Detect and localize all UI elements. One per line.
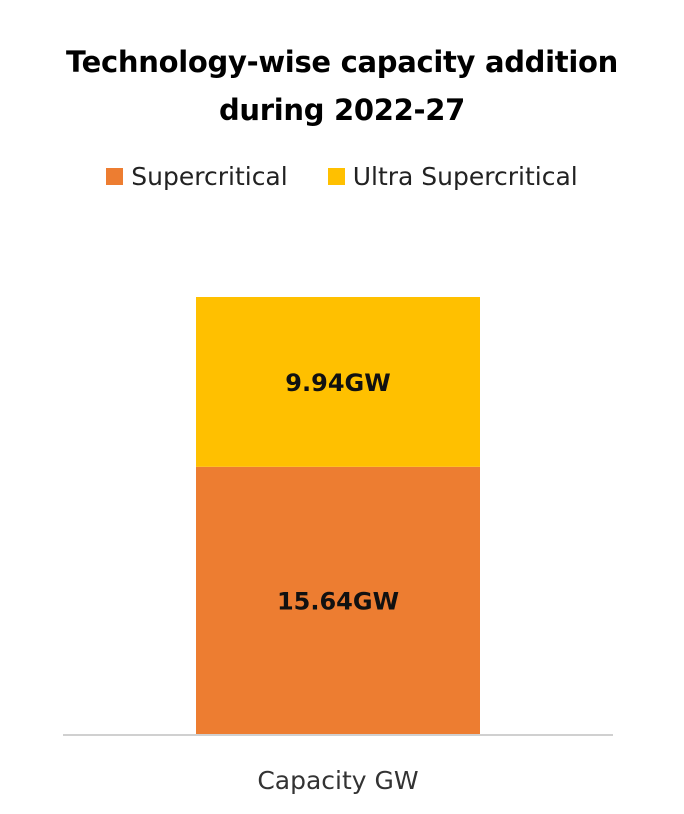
chart-legend: Supercritical Ultra Supercritical: [0, 158, 684, 194]
legend-label-supercritical: Supercritical: [131, 161, 288, 191]
chart-title: Technology-wise capacity addition during…: [0, 38, 684, 134]
bar-segment-ultra-supercritical: [196, 297, 480, 467]
data-label-ultra-supercritical: 9.94GW: [285, 369, 390, 397]
bar-segment-supercritical: [196, 466, 480, 734]
chart-title-line-2: during 2022-27: [218, 93, 466, 127]
legend-item-ultra-supercritical: Ultra Supercritical: [327, 161, 578, 191]
data-label-supercritical: 15.64GW: [277, 587, 399, 615]
chart-title-line-1: Technology-wise capacity addition: [66, 45, 618, 79]
legend-swatch-ultra-supercritical: [327, 167, 345, 185]
legend-label-ultra-supercritical: Ultra Supercritical: [352, 161, 578, 191]
legend-swatch-supercritical: [106, 167, 124, 185]
legend-item-supercritical: Supercritical: [106, 161, 288, 191]
x-tick-label: Capacity GW: [257, 766, 418, 795]
